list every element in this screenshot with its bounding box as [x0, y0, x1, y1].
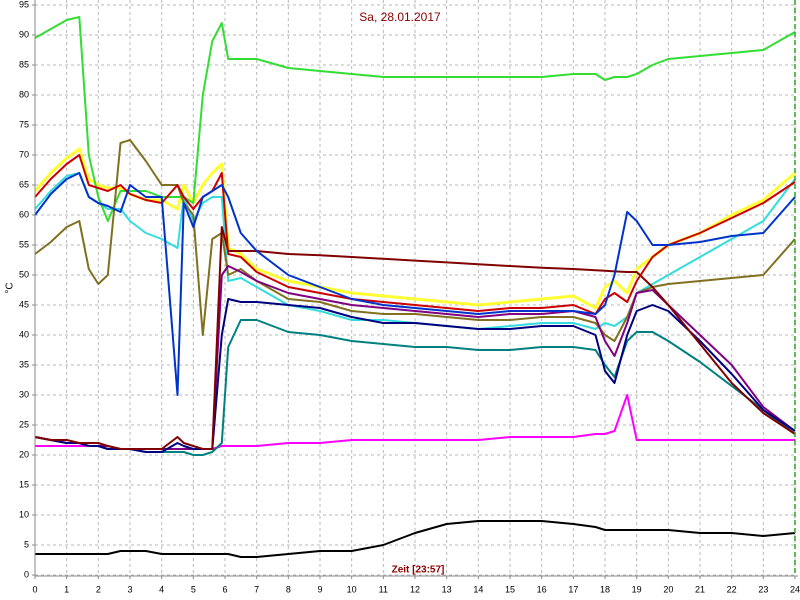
x-tick-label: 10: [347, 584, 357, 594]
x-tick-label: 1: [64, 584, 69, 594]
x-tick-label: 18: [600, 584, 610, 594]
x-tick-label: 19: [632, 584, 642, 594]
y-tick-label: 80: [19, 89, 29, 99]
x-tick-label: 12: [410, 584, 420, 594]
x-tick-label: 20: [663, 584, 673, 594]
x-tick-label: 22: [727, 584, 737, 594]
x-tick-label: 2: [96, 584, 101, 594]
x-tick-label: 17: [568, 584, 578, 594]
x-tick-label: 13: [442, 584, 452, 594]
y-axis-label: °C: [5, 282, 16, 293]
y-tick-label: 10: [19, 509, 29, 519]
x-tick-label: 9: [317, 584, 322, 594]
y-tick-label: 40: [19, 329, 29, 339]
y-tick-label: 50: [19, 269, 29, 279]
x-tick-label: 8: [286, 584, 291, 594]
x-tick-label: 15: [505, 584, 515, 594]
y-tick-label: 85: [19, 59, 29, 69]
x-tick-label: 7: [254, 584, 259, 594]
grid: [34, 0, 796, 576]
x-tick-label: 21: [695, 584, 705, 594]
x-tick-label: 16: [537, 584, 547, 594]
x-tick-label: 4: [159, 584, 164, 594]
x-tick-label: 23: [758, 584, 768, 594]
y-tick-label: 25: [19, 419, 29, 429]
series-line: [34, 154, 796, 315]
y-tick-label: 70: [19, 149, 29, 159]
y-tick-label: 0: [24, 569, 29, 579]
y-tick-label: 45: [19, 299, 29, 309]
y-tick-label: 5: [24, 539, 29, 549]
chart-title: Sa, 28.01.2017: [359, 10, 441, 24]
x-tick-label: 5: [191, 584, 196, 594]
y-tick-label: 90: [19, 29, 29, 39]
y-tick-label: 75: [19, 119, 29, 129]
x-axis-label: Zeit [23:57]: [392, 565, 445, 576]
series-line: [34, 226, 796, 450]
y-tick-label: 15: [19, 479, 29, 489]
y-tick-label: 35: [19, 359, 29, 369]
series-line: [34, 172, 796, 396]
y-tick-label: 30: [19, 389, 29, 399]
y-tick-label: 55: [19, 239, 29, 249]
y-tick-label: 65: [19, 179, 29, 189]
lines: [33, 16, 796, 558]
x-tick-label: 6: [222, 584, 227, 594]
series-line: [34, 16, 796, 222]
x-tick-label: 3: [127, 584, 132, 594]
x-tick-label: 24: [790, 584, 800, 594]
x-tick-label: 0: [32, 584, 37, 594]
series-line: [35, 520, 796, 558]
y-tick-label: 95: [19, 0, 29, 9]
y-tick-label: 60: [19, 209, 29, 219]
x-tick-label: 14: [473, 584, 483, 594]
x-tick-label: 11: [379, 584, 388, 594]
y-tick-label: 20: [19, 449, 29, 459]
